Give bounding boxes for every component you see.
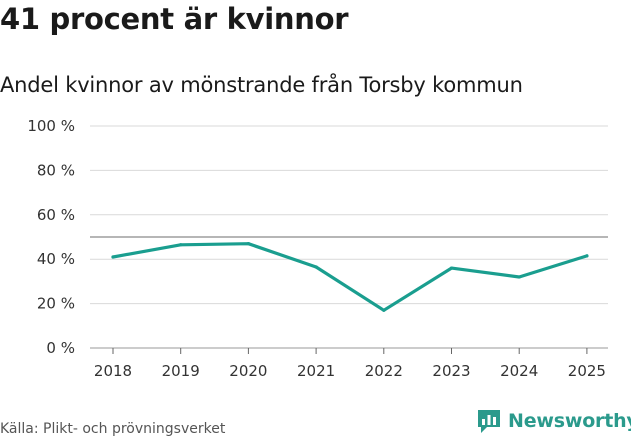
- x-tick-label: 2024: [500, 362, 538, 380]
- data-point: [314, 265, 318, 269]
- source-note: Källa: Plikt- och prövningsverket: [0, 421, 226, 437]
- y-tick-label: 80 %: [37, 161, 75, 179]
- y-tick-label: 100 %: [27, 117, 75, 135]
- x-tick-label: 2020: [229, 362, 267, 380]
- data-point: [585, 254, 589, 258]
- data-point: [179, 243, 183, 247]
- x-tick-label: 2019: [162, 362, 200, 380]
- x-tick-label: 2018: [94, 362, 132, 380]
- x-tick-label: 2023: [432, 362, 470, 380]
- chart-subtitle: Andel kvinnor av mönstrande från Torsby …: [0, 73, 523, 97]
- brand-name: Newsworthy: [508, 410, 631, 432]
- data-point: [111, 255, 115, 259]
- newsworthy-logo-icon: [478, 410, 500, 433]
- y-tick-label: 20 %: [37, 295, 75, 313]
- y-tick-label: 60 %: [37, 206, 75, 224]
- y-tick-label: 40 %: [37, 250, 75, 268]
- series-line: [111, 242, 589, 312]
- line-chart: 0 % 20 % 40 % 60 % 80 % 100 % 2018 2019 2020 2021…: [27, 117, 608, 380]
- x-tick-label: 2021: [297, 362, 335, 380]
- data-point: [517, 275, 521, 279]
- x-tick-label: 2022: [365, 362, 403, 380]
- brand-logo: Newsworthy: [476, 408, 631, 434]
- data-point: [449, 266, 454, 270]
- y-tick-label: 0 %: [46, 339, 75, 357]
- data-point: [246, 242, 250, 246]
- data-point: [382, 308, 386, 312]
- x-tick-label: 2025: [568, 362, 606, 380]
- chart-title: 41 procent är kvinnor: [0, 2, 349, 36]
